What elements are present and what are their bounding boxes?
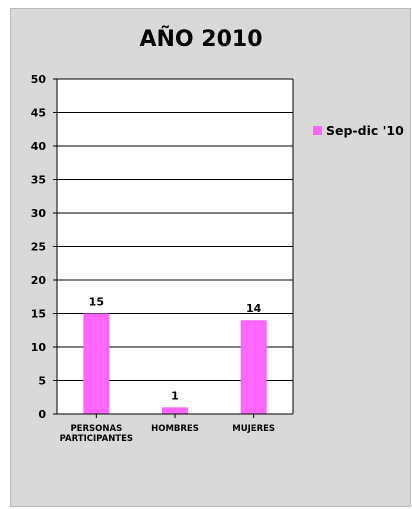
bar xyxy=(162,407,188,414)
data-label: 15 xyxy=(89,296,104,309)
bar xyxy=(83,313,110,414)
y-tick-label: 0 xyxy=(38,408,46,421)
y-tick-label: 20 xyxy=(31,274,47,287)
legend-swatch xyxy=(313,126,322,135)
chart-title: AÑO 2010 xyxy=(139,27,263,52)
y-tick-label: 45 xyxy=(31,107,46,120)
data-label: 1 xyxy=(171,389,179,402)
y-tick-label: 35 xyxy=(31,174,46,187)
legend: Sep-dic '10 xyxy=(313,123,404,138)
y-tick-label: 5 xyxy=(38,375,46,388)
x-category-label: PERSONAS xyxy=(70,424,122,434)
x-category-label: MUJERES xyxy=(232,424,275,434)
y-tick-label: 25 xyxy=(31,241,46,254)
y-axis-ticks: 0 5 10 15 20 25 30 35 40 45 50 xyxy=(31,73,57,421)
bars xyxy=(83,313,267,414)
x-category-label: PARTICIPANTES xyxy=(60,434,133,444)
y-tick-label: 50 xyxy=(31,73,47,86)
legend-label: Sep-dic '10 xyxy=(326,123,404,138)
data-labels: 15 1 14 xyxy=(89,296,262,403)
data-label: 14 xyxy=(246,302,262,315)
y-tick-label: 10 xyxy=(31,341,47,354)
y-tick-label: 30 xyxy=(31,207,47,220)
bar xyxy=(240,320,267,414)
x-category-label: HOMBRES xyxy=(151,424,199,434)
y-tick-label: 40 xyxy=(31,140,47,153)
y-tick-label: 15 xyxy=(31,308,46,321)
